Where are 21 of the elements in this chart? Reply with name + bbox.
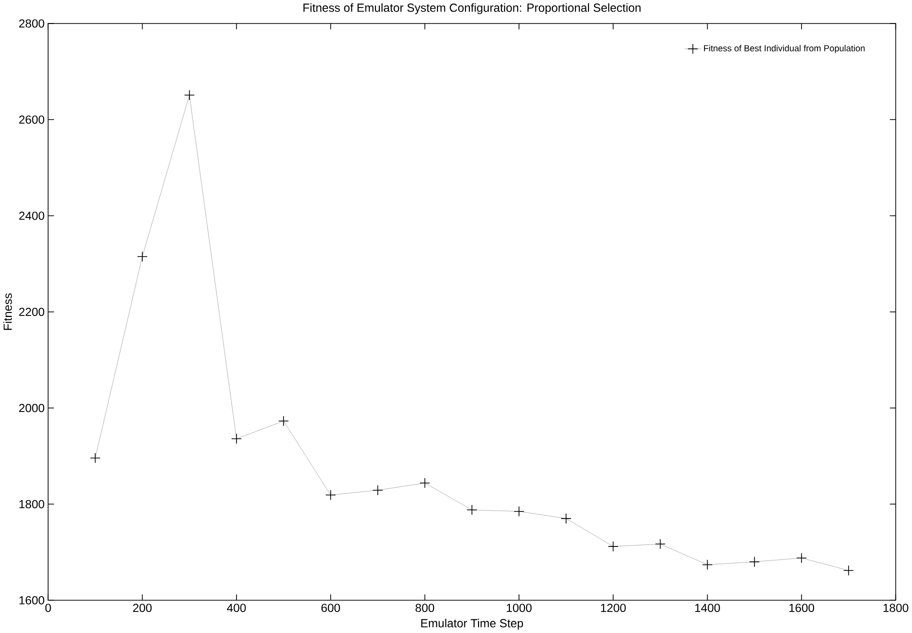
y-tick-label: 1600 xyxy=(19,596,44,604)
legend-label: Fitness of Best Individual from Population xyxy=(704,44,865,54)
y-tick-label: 2200 xyxy=(19,308,44,316)
x-tick-label: 0 xyxy=(45,604,51,612)
x-tick-label: 1800 xyxy=(884,604,908,612)
x-tick-label: 1200 xyxy=(601,604,626,612)
x-tick-label: 800 xyxy=(416,604,434,612)
chart-title: Fitness of Emulator System Configuration: Proportional Selection xyxy=(303,3,641,14)
y-tick-label: 2400 xyxy=(19,212,44,220)
x-tick-label: 1400 xyxy=(695,604,720,612)
y-axis-title: Fitness xyxy=(3,293,12,330)
x-tick-label: 200 xyxy=(133,604,152,612)
y-tick-label: 2800 xyxy=(19,19,44,28)
y-tick-label: 2600 xyxy=(19,116,44,124)
x-tick-label: 1000 xyxy=(506,604,532,612)
y-tick-label: 2000 xyxy=(19,404,44,412)
x-tick-label: 400 xyxy=(226,604,246,612)
x-tick-label: 600 xyxy=(321,604,340,612)
x-axis-title: Emulator Time Step xyxy=(421,618,524,630)
y-tick-label: 1800 xyxy=(19,500,44,508)
x-tick-label: 1600 xyxy=(789,604,814,612)
